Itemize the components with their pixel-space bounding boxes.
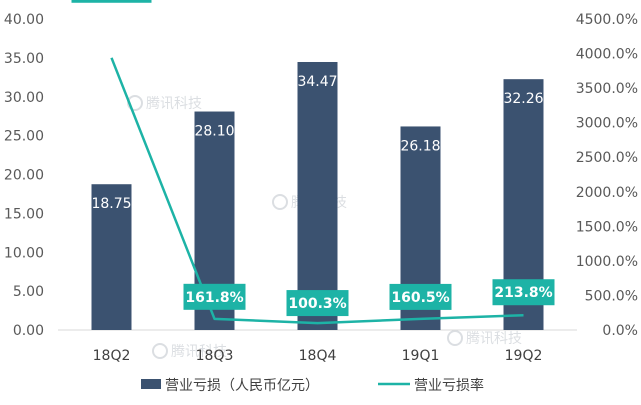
- y-right-tick-label: 4500.0%: [576, 12, 638, 28]
- legend-bar-swatch: [141, 379, 161, 389]
- y-left-tick-label: 20.00: [4, 168, 44, 184]
- y-axis-right: 0.0% 500.0% 1000.0% 1500.0% 2000.0% 2500.0% 30…: [576, 12, 638, 339]
- y-left-tick-label: 15.00: [4, 206, 44, 222]
- bar-value-label: 26.18: [400, 138, 440, 154]
- bar-value-label: 32.26: [503, 91, 543, 107]
- y-axis-left: 0.00 5.00 10.00 15.00 20.00 25.00 30.00 35.00 40…: [4, 12, 44, 339]
- rate-label-19Q2: 213.8%: [492, 279, 555, 306]
- rate-label-box: [71, 0, 152, 3]
- y-left-tick-label: 5.00: [13, 284, 44, 300]
- watermark-text: 腾讯科技: [466, 330, 522, 347]
- y-right-tick-label: 2000.0%: [576, 185, 638, 201]
- legend: 营业亏损（人民币亿元） 营业亏损率: [141, 377, 484, 394]
- bar-18Q4: [297, 61, 338, 330]
- y-right-tick-label: 1500.0%: [576, 219, 638, 235]
- y-right-tick-label: 3000.0%: [576, 116, 638, 132]
- y-left-tick-label: 0.00: [13, 323, 44, 339]
- y-left-tick-label: 40.00: [4, 12, 44, 28]
- rate-labels: 3938.9% 161.8% 100.3% 160.5% 213.8%: [71, 0, 555, 317]
- rate-line: [110, 57, 524, 325]
- bar-value-label: 28.10: [194, 124, 234, 140]
- watermark-text: 腾讯科技: [171, 343, 227, 360]
- watermark-3: 腾讯科技: [447, 330, 522, 347]
- x-tick-label: 18Q3: [196, 348, 234, 364]
- y-right-tick-label: 4000.0%: [576, 47, 638, 63]
- y-left-tick-label: 30.00: [4, 90, 44, 106]
- y-right-tick-label: 1000.0%: [576, 254, 638, 270]
- rate-label-text: 160.5%: [391, 290, 449, 306]
- rate-label-18Q3: 161.8%: [183, 283, 246, 310]
- y-left-tick-label: 35.00: [4, 51, 44, 67]
- rate-label-text: 161.8%: [185, 290, 243, 306]
- y-right-tick-label: 2500.0%: [576, 150, 638, 166]
- bar-18Q2: [91, 184, 132, 330]
- watermark-2: 腾讯科技: [152, 343, 227, 360]
- watermark-text: 腾讯科技: [146, 95, 202, 112]
- x-axis-ticks: 18Q2 18Q3 18Q4 19Q1 19Q2: [93, 348, 543, 364]
- rate-label-18Q4: 100.3%: [286, 290, 349, 317]
- watermark-0: 腾讯科技: [127, 95, 202, 112]
- watermark-logo-icon: [152, 343, 168, 359]
- y-left-tick-label: 10.00: [4, 245, 44, 261]
- line-series: [110, 57, 524, 325]
- y-right-tick-label: 3500.0%: [576, 81, 638, 97]
- rate-label-19Q1: 160.5%: [389, 283, 452, 310]
- x-tick-label: 18Q4: [299, 348, 337, 364]
- y-right-tick-label: 0.0%: [602, 323, 638, 339]
- legend-bar-label: 营业亏损（人民币亿元）: [165, 378, 319, 394]
- watermark-logo-icon: [272, 194, 288, 210]
- x-tick-label: 19Q1: [402, 348, 440, 364]
- legend-line-label: 营业亏损率: [414, 377, 484, 394]
- rate-label-text: 100.3%: [288, 296, 346, 312]
- y-left-tick-label: 25.00: [4, 129, 44, 145]
- rate-label-18Q2: 3938.9%: [71, 0, 152, 3]
- y-right-tick-label: 500.0%: [585, 288, 638, 304]
- bar-value-label: 18.75: [91, 196, 131, 212]
- watermark-logo-icon: [447, 330, 463, 346]
- bar-labels: 18.75 28.10 34.47 26.18 32.26: [91, 74, 543, 212]
- rate-label-text: 213.8%: [494, 285, 552, 301]
- rate-label-box: [286, 290, 349, 317]
- rate-label-box: [389, 283, 452, 310]
- bar-value-label: 34.47: [297, 74, 337, 90]
- x-tick-label: 19Q2: [505, 348, 543, 364]
- rate-label-box: [492, 279, 555, 306]
- rate-label-box: [183, 283, 246, 310]
- x-tick-label: 18Q2: [93, 348, 131, 364]
